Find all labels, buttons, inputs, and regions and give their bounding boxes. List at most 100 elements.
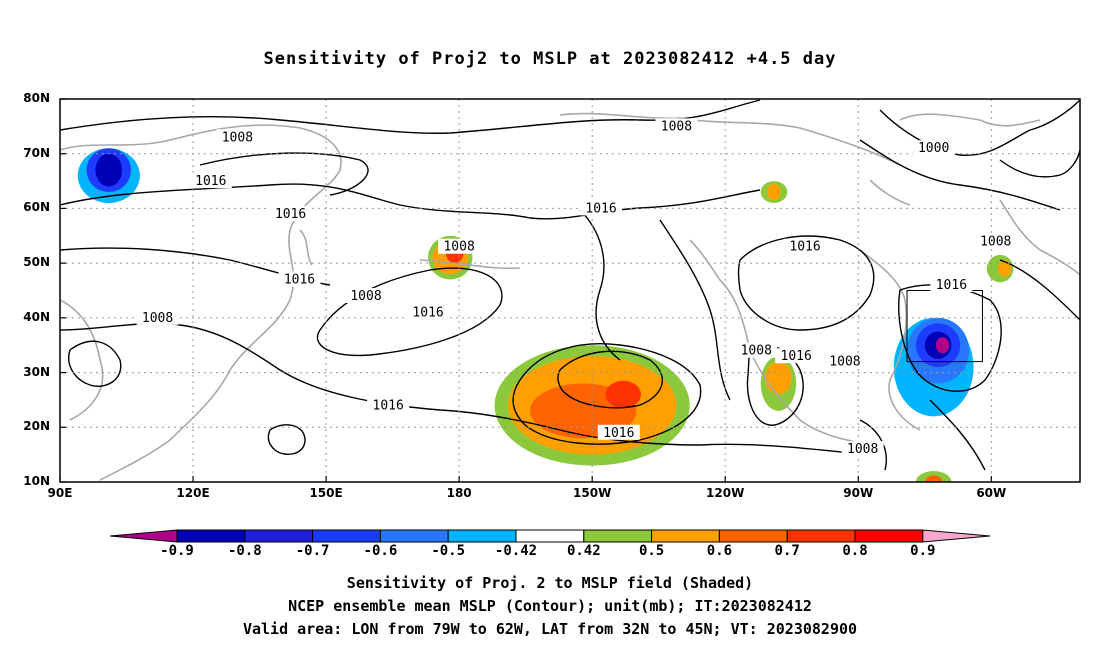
isobar-contour-11 (879, 99, 1080, 156)
contour-label-9: 1016 (284, 273, 315, 288)
coastline-6 (859, 249, 921, 431)
contour-label-18: 1016 (603, 426, 634, 441)
contour-label-bg-3 (189, 173, 232, 189)
colorbar-label-8: 0.6 (706, 543, 733, 559)
isobar-contour-5 (60, 322, 871, 456)
contour-label-4: 1016 (275, 207, 306, 222)
lon-label-150W: 150W (573, 486, 612, 500)
lat-label-50N: 50N (23, 255, 50, 270)
contour-label-bg-14 (735, 342, 778, 358)
sensitivity-shading-9 (997, 260, 1012, 277)
coastline-5 (899, 113, 1041, 127)
lat-label-20N: 20N (23, 419, 50, 434)
isobar-contour-12 (859, 139, 1061, 211)
isobar-contour-2 (199, 152, 369, 196)
lon-label-120W: 120W (706, 486, 745, 500)
sensitivity-shading-22 (924, 475, 943, 482)
colorbar-label-7: 0.5 (638, 543, 665, 559)
lat-label-60N: 60N (23, 200, 50, 215)
isobar-contour-20 (999, 149, 1080, 178)
colorbar-swatch-2 (244, 529, 314, 543)
contour-label-bg-13 (136, 309, 179, 325)
contour-label-bg-0 (216, 129, 259, 145)
coastline-2 (299, 229, 313, 266)
colorbar-label-9: 0.7 (774, 543, 800, 559)
colorbar-swatch-4 (379, 529, 449, 543)
contour-label-6: 1008 (443, 240, 474, 255)
contour-label-14: 1008 (741, 344, 772, 359)
lon-label-150E: 150E (309, 486, 343, 500)
lon-label-90E: 90E (47, 486, 73, 500)
chart-title: Sensitivity of Proj2 to MSLP at 20230824… (263, 49, 837, 69)
isobar-contour-7 (557, 350, 663, 409)
colorbar-swatch-10 (786, 529, 856, 543)
colorbar-label-1: -0.8 (227, 543, 262, 559)
contour-label-12: 1016 (412, 305, 443, 320)
contour-label-bg-5 (580, 200, 623, 216)
contour-label-bg-2 (912, 140, 955, 156)
lon-label-120E: 120E (176, 486, 210, 500)
contour-label-bg-12 (407, 304, 450, 320)
contour-label-bg-11 (345, 287, 387, 303)
isobar-contour-8 (579, 209, 621, 361)
isobar-contour-15 (929, 399, 986, 471)
lat-label-40N: 40N (23, 309, 50, 324)
contour-label-0: 1008 (222, 130, 253, 145)
lat-label-70N: 70N (23, 145, 50, 160)
contour-label-15: 1016 (781, 349, 812, 364)
colorbar-swatch-11 (854, 529, 924, 543)
lat-label-10N: 10N (23, 474, 50, 488)
colorbar-low-arrow (109, 529, 178, 543)
contour-label-16: 1008 (829, 355, 860, 370)
contour-label-17: 1016 (373, 398, 404, 413)
colorbar-label-3: -0.6 (363, 543, 398, 559)
colorbar-label-5: -0.42 (494, 543, 538, 559)
contour-label-11: 1008 (350, 289, 381, 304)
colorbar-swatch-1 (176, 529, 246, 543)
map-frame (59, 98, 1081, 483)
sensitivity-shading-13 (605, 380, 641, 409)
colorbar-swatch-8 (651, 529, 720, 543)
contour-label-bg-1 (655, 118, 698, 134)
sensitivity-shading-20 (935, 337, 950, 354)
coastline-8 (419, 259, 521, 270)
sensitivity-shading-7 (767, 183, 781, 201)
contour-label-bg-18 (597, 424, 640, 440)
colorbar-swatch-9 (718, 529, 788, 543)
contour-label-5: 1016 (585, 201, 616, 216)
contour-label-7: 1016 (789, 240, 820, 255)
sensitivity-shading-2 (95, 153, 123, 187)
colorbar-swatch-6 (515, 529, 585, 543)
contour-label-bg-6 (438, 238, 481, 254)
isobar-contour-16 (68, 340, 122, 387)
caption-contour: NCEP ensemble mean MSLP (Contour); unit(… (288, 597, 812, 615)
contour-label-13: 1008 (142, 311, 173, 326)
contour-label-bg-7 (784, 238, 827, 254)
lat-label-30N: 30N (23, 364, 50, 379)
isobar-contour-6 (512, 343, 702, 445)
coastline-0 (60, 124, 342, 481)
contour-label-bg-4 (269, 205, 312, 221)
caption-valid-area: Valid area: LON from 79W to 62W, LAT fro… (242, 620, 858, 638)
coastline-1 (60, 299, 104, 421)
contour-label-bg-9 (278, 271, 321, 287)
contour-label-3: 1016 (195, 174, 226, 189)
isobar-contour-1 (60, 183, 761, 220)
sensitivity-shading-15 (765, 361, 792, 395)
lon-label-60W: 60W (976, 486, 1007, 500)
colorbar-label-6: 0.42 (566, 543, 601, 559)
contour-label-bg-17 (367, 397, 410, 413)
caption-shading: Sensitivity of Proj. 2 to MSLP field (Sh… (346, 574, 754, 592)
isobar-contour-17 (267, 424, 306, 456)
isobar-contour-0 (60, 99, 761, 134)
contour-label-2: 1000 (918, 141, 949, 156)
isobar-contour-14 (999, 259, 1080, 321)
colorbar-label-0: -0.9 (160, 543, 194, 559)
isobar-contour-4 (316, 267, 503, 357)
colorbar-label-10: 0.8 (842, 543, 868, 559)
colorbar-label-4: -0.5 (431, 543, 466, 559)
colorbar-label-2: -0.7 (295, 543, 330, 559)
lon-label-90W: 90W (843, 486, 874, 500)
colorbar-label-11: 0.9 (910, 543, 936, 559)
